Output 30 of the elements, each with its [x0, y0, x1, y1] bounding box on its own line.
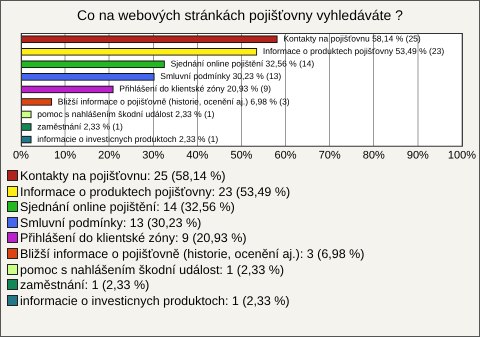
x-tick-label: 30%	[142, 149, 164, 162]
text: Kontakty na pojišťovnu: 25 (58,14 %)	[19, 169, 227, 185]
category-label: informacie o investicnych produktoch 2,33 % (1)	[37, 134, 218, 144]
chart-title: Co na webových stránkách pojišťovny vyhledáváte ?	[76, 7, 404, 23]
x-tick-label: 50%	[230, 149, 253, 162]
category-label: zaměstnání 2,33 % (1)	[37, 121, 123, 132]
x-tick-label: 10%	[54, 149, 76, 162]
text: Přihlášení do klientské zóny: 9 (20,93 %)	[19, 231, 248, 247]
x-tick-label: 70%	[318, 149, 341, 162]
text: Informace o produktech pojišťovny: 23 (53,49 %)	[19, 184, 292, 200]
category-label: Kontakty na pojišťovnu 58,14 % (25)	[283, 34, 421, 44]
category-label: Přihlášení do klientské zóny 20,93 % (9)	[119, 84, 271, 94]
x-tick-label: 40%	[186, 149, 209, 162]
text: Bližší informace o pojišťovně (historie, ocenění aj.): 3 (6,98 %)	[19, 246, 364, 263]
x-tick-label: 100%	[448, 149, 476, 162]
text: informacie o investicnych produktoch: 1 (2,33 %)	[19, 294, 291, 310]
x-tick-label: 80%	[362, 149, 385, 162]
text: Smluvní podmínky: 13 (30,23 %)	[19, 216, 202, 232]
text: pomoc s nahlášením škodní událost: 1 (2,33 %)	[19, 262, 286, 278]
x-tick-label: 0%	[13, 149, 30, 162]
x-tick-label: 20%	[98, 149, 120, 162]
x-tick-label: 60%	[274, 149, 297, 162]
category-label: Bližší informace o pojišťovně (historie, ocenění aj.) 6,98 % (3)	[58, 96, 290, 106]
text: zaměstnání: 1 (2,33 %)	[19, 278, 150, 294]
category-label: Smluvní podmínky 30,23 % (13)	[160, 71, 282, 82]
category-label: Informace o produktech pojišťovny 53,49 % (23)	[262, 46, 444, 56]
category-label: pomoc s nahlášením škodní událost 2,33 % (1)	[37, 108, 214, 119]
category-label: Sjednání online pojištění 32,56 % (14)	[170, 58, 314, 69]
text: Sjednání online pojištění: 14 (32,56 %)	[19, 200, 236, 216]
x-tick-label: 90%	[406, 149, 430, 162]
